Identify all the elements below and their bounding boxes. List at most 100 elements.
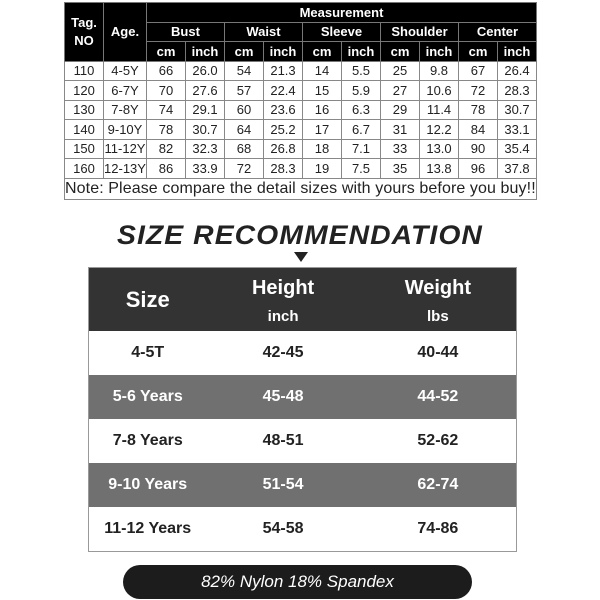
table-cell: 6.3 [341, 99, 381, 120]
table-cell: 7.1 [341, 138, 381, 159]
height-cell: 48-51 [262, 432, 304, 449]
table-cell: 5.9 [341, 80, 381, 101]
recommendation-row: 5-6 Years 45-48 44-52 [89, 375, 516, 419]
unit-header: cm [302, 41, 342, 62]
measure-header: Shoulder [380, 21, 459, 42]
table-cell: 9-10Y [103, 119, 147, 140]
size-cell: 11-12 Years [104, 520, 192, 537]
height-unit: inch [267, 307, 299, 325]
table-cell: 35 [380, 158, 420, 179]
table-cell: 25 [380, 60, 420, 81]
table-cell: 26.8 [263, 138, 303, 159]
table-cell: 12-13Y [103, 158, 147, 179]
table-cell: 7.5 [341, 158, 381, 179]
unit-header: inch [185, 41, 225, 62]
table-cell: 22.4 [263, 80, 303, 101]
table-cell: 19 [302, 158, 342, 179]
table-cell: 25.2 [263, 119, 303, 140]
table-cell: 110 [64, 60, 104, 81]
table-cell: 74 [146, 99, 186, 120]
table-cell: 70 [146, 80, 186, 101]
table-cell: 68 [224, 138, 264, 159]
table-cell: 12.2 [419, 119, 459, 140]
arrow-down-icon [294, 252, 308, 262]
table-cell: 11.4 [419, 99, 459, 120]
table-cell: 15 [302, 80, 342, 101]
weight-cell: 52-62 [417, 432, 459, 449]
table-row: 140 9-10Y 78 30.7 64 25.2 17 6.7 31 12.2 84 33.1 [64, 119, 537, 140]
table-cell: 13.8 [419, 158, 459, 179]
size-cell: 9-10 Years [108, 476, 188, 493]
table-cell: 29 [380, 99, 420, 120]
table-cell: 6.7 [341, 119, 381, 140]
table-cell: 66 [146, 60, 186, 81]
table-cell: 78 [146, 119, 186, 140]
unit-header: inch [341, 41, 381, 62]
table-cell: 10.6 [419, 80, 459, 101]
weight-unit: lbs [427, 307, 449, 325]
table-cell: 90 [458, 138, 498, 159]
table-cell: 21.3 [263, 60, 303, 81]
table-cell: 30.7 [497, 99, 537, 120]
weight-cell: 40-44 [417, 344, 459, 361]
unit-header: inch [497, 41, 537, 62]
measure-header: Sleeve [302, 21, 381, 42]
measure-header: Center [458, 21, 537, 42]
tag-header: Tag. NO [64, 2, 104, 62]
size-cell: 5-6 Years [112, 388, 183, 405]
recommendation-row: 7-8 Years 48-51 52-62 [89, 419, 516, 463]
table-cell: 32.3 [185, 138, 225, 159]
unit-header: cm [224, 41, 264, 62]
recommendation-row: 4-5T 42-45 40-44 [89, 331, 516, 375]
measure-header: Waist [224, 21, 303, 42]
height-cell: 42-45 [262, 344, 304, 361]
table-cell: 26.0 [185, 60, 225, 81]
table-cell: 130 [64, 99, 104, 120]
table-cell: 16 [302, 99, 342, 120]
table-cell: 17 [302, 119, 342, 140]
table-cell: 57 [224, 80, 264, 101]
unit-header: cm [380, 41, 420, 62]
table-cell: 26.4 [497, 60, 537, 81]
table-cell: 33.1 [497, 119, 537, 140]
table-row: 120 6-7Y 70 27.6 57 22.4 15 5.9 27 10.6 72 28.3 [64, 80, 537, 101]
recommendation-header-row: Size Height inch Weight lbs [89, 268, 516, 331]
table-cell: 120 [64, 80, 104, 101]
table-row: 160 12-13Y 86 33.9 72 28.3 19 7.5 35 13.8 96 37.8 [64, 158, 537, 179]
recommendation-row: 11-12 Years 54-58 74-86 [89, 507, 516, 551]
table-cell: 78 [458, 99, 498, 120]
measurement-table: Tag. NO Age. Measurement Bust Waist Sleeve Sho… [64, 2, 537, 200]
height-cell: 51-54 [262, 476, 304, 493]
size-recommendation-table: Size Height inch Weight lbs 4-5T 42-45 40-… [88, 267, 517, 552]
table-cell: 140 [64, 119, 104, 140]
age-header: Age. [103, 2, 147, 62]
unit-header: cm [458, 41, 498, 62]
size-cell: 7-8 Years [112, 432, 183, 449]
table-cell: 29.1 [185, 99, 225, 120]
table-cell: 23.6 [263, 99, 303, 120]
table-cell: 7-8Y [103, 99, 147, 120]
table-cell: 33.9 [185, 158, 225, 179]
measurement-header: Measurement [146, 2, 537, 23]
table-cell: 31 [380, 119, 420, 140]
table-row: 150 11-12Y 82 32.3 68 26.8 18 7.1 33 13.0 90 35.4 [64, 138, 537, 159]
table-cell: 96 [458, 158, 498, 179]
table-row: 130 7-8Y 74 29.1 60 23.6 16 6.3 29 11.4 78 30.7 [64, 99, 537, 120]
table-row: 110 4-5Y 66 26.0 54 21.3 14 5.5 25 9.8 67 26.4 [64, 60, 537, 81]
size-cell: 4-5T [131, 344, 165, 361]
table-cell: 5.5 [341, 60, 381, 81]
table-cell: 28.3 [263, 158, 303, 179]
table-cell: 64 [224, 119, 264, 140]
table-cell: 82 [146, 138, 186, 159]
table-cell: 6-7Y [103, 80, 147, 101]
weight-cell: 74-86 [417, 520, 459, 537]
material-badge: 82% Nylon 18% Spandex [123, 565, 472, 599]
table-cell: 28.3 [497, 80, 537, 101]
table-cell: 54 [224, 60, 264, 81]
note-text: Note: Please compare the detail sizes wi… [64, 177, 537, 200]
table-cell: 27 [380, 80, 420, 101]
height-cell: 45-48 [262, 388, 304, 405]
recommendation-row: 9-10 Years 51-54 62-74 [89, 463, 516, 507]
size-header: Size [125, 286, 170, 312]
table-cell: 67 [458, 60, 498, 81]
